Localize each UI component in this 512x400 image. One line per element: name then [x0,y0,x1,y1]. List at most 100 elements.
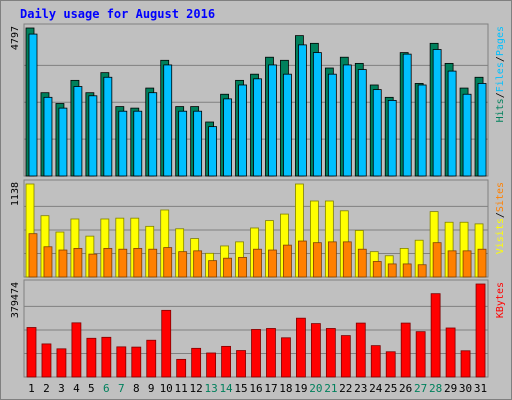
bar-kbytes [296,317,306,378]
bar-kbytes [236,350,246,378]
bar-kbytes [266,328,276,378]
bar-kbytes [400,322,411,378]
bar-sites [402,263,412,278]
bar-sites [477,248,487,278]
bar-files [327,73,337,177]
bar-files [402,53,412,177]
x-tick-label: 21 [324,382,337,395]
bar-kbytes [206,352,217,378]
bar-sites [58,249,68,278]
bar-kbytes [415,331,426,378]
legend-pages: Pages [495,26,506,56]
x-tick-label: 30 [459,382,472,395]
bar-kbytes [251,329,261,378]
bar-files [88,95,98,177]
bar-sites [238,256,247,278]
x-tick-label: 25 [384,382,397,395]
bar-files [432,49,442,177]
bar-kbytes [340,335,351,378]
x-tick-label: 16 [249,382,262,395]
x-tick-label: 28 [429,382,442,395]
x-tick-label: 24 [369,382,383,395]
y-max-label: 4797 [10,26,21,50]
bar-kbytes [146,339,157,378]
bar-files [148,92,158,177]
x-tick-label: 1 [28,382,35,395]
bar-files [163,64,173,177]
bar-files [298,44,307,177]
bar-sites [342,241,352,278]
bar-sites [208,260,218,278]
legend: KBytes [495,282,506,318]
bar-sites [417,264,427,278]
bar-files [223,98,232,177]
bar-sites [28,233,38,278]
bar-sites [268,249,277,278]
bar-files [477,83,487,177]
bar-sites [298,240,307,278]
bar-files [28,33,38,177]
x-tick-label: 17 [264,382,277,395]
bar-kbytes [191,347,202,378]
bar-kbytes [325,328,336,378]
x-tick-label: 14 [219,382,233,395]
x-tick-label: 12 [190,382,203,395]
legend: Visits/Sites [495,182,506,254]
legend-visits: Visits [495,218,506,254]
bar-files [208,126,218,177]
bar-kbytes [370,345,381,378]
bar-files [417,84,427,177]
bar-files [462,93,472,177]
chart-title: Daily usage for August 2016 [20,7,215,21]
bar-kbytes [26,327,37,378]
bar-files [372,89,382,177]
bar-files [103,76,113,177]
bar-files [133,110,143,177]
y-max-label: 379474 [10,282,21,318]
x-tick-label: 11 [175,382,188,395]
bar-sites [462,250,472,278]
bar-sites [148,248,158,278]
bar-kbytes [101,336,112,378]
bar-sites [73,247,83,278]
bar-sites [432,242,442,278]
bar-sites [447,250,457,278]
bar-kbytes [281,337,291,378]
bar-sites [253,248,262,278]
bar-kbytes [310,323,321,378]
bar-kbytes [161,309,172,378]
bar-kbytes [71,322,82,378]
bar-files [43,96,53,177]
bar-sites [163,247,173,278]
x-tick-label: 26 [399,382,412,395]
x-axis-labels: 1 2 3 4 5 6 7 8 9 10 11 12 13 14 15 16 17 18 19 20 21 22 23 24 2… [28,382,487,395]
legend-hits: Hits [495,98,506,122]
bar-kbytes [460,350,471,378]
x-tick-label: 9 [148,382,155,395]
x-tick-label: 15 [234,382,247,395]
legend-sites: Sites [495,182,506,212]
bar-sites [357,248,367,278]
bar-sites [133,247,143,278]
bar-sites [372,261,382,278]
x-tick-label: 22 [339,382,352,395]
panel-kbytes: 379474 KBytes [10,279,506,378]
bar-files [447,70,457,177]
x-tick-label: 23 [354,382,367,395]
bar-files [253,78,262,177]
x-tick-label: 27 [414,382,427,395]
x-tick-label: 31 [474,382,487,395]
bar-sites [118,248,128,278]
bar-files [283,73,292,177]
bar-files [178,110,188,177]
bar-files [357,69,367,177]
x-tick-label: 13 [204,382,217,395]
bar-kbytes [385,351,396,378]
bar-sites [193,250,203,278]
chart-panels: 4797Hits/Files/Pages1138Visits/Sites3794… [10,23,506,378]
bar-kbytes [221,345,231,378]
bar-files [342,64,352,177]
bar-files [268,64,277,177]
x-tick-label: 19 [294,382,307,395]
